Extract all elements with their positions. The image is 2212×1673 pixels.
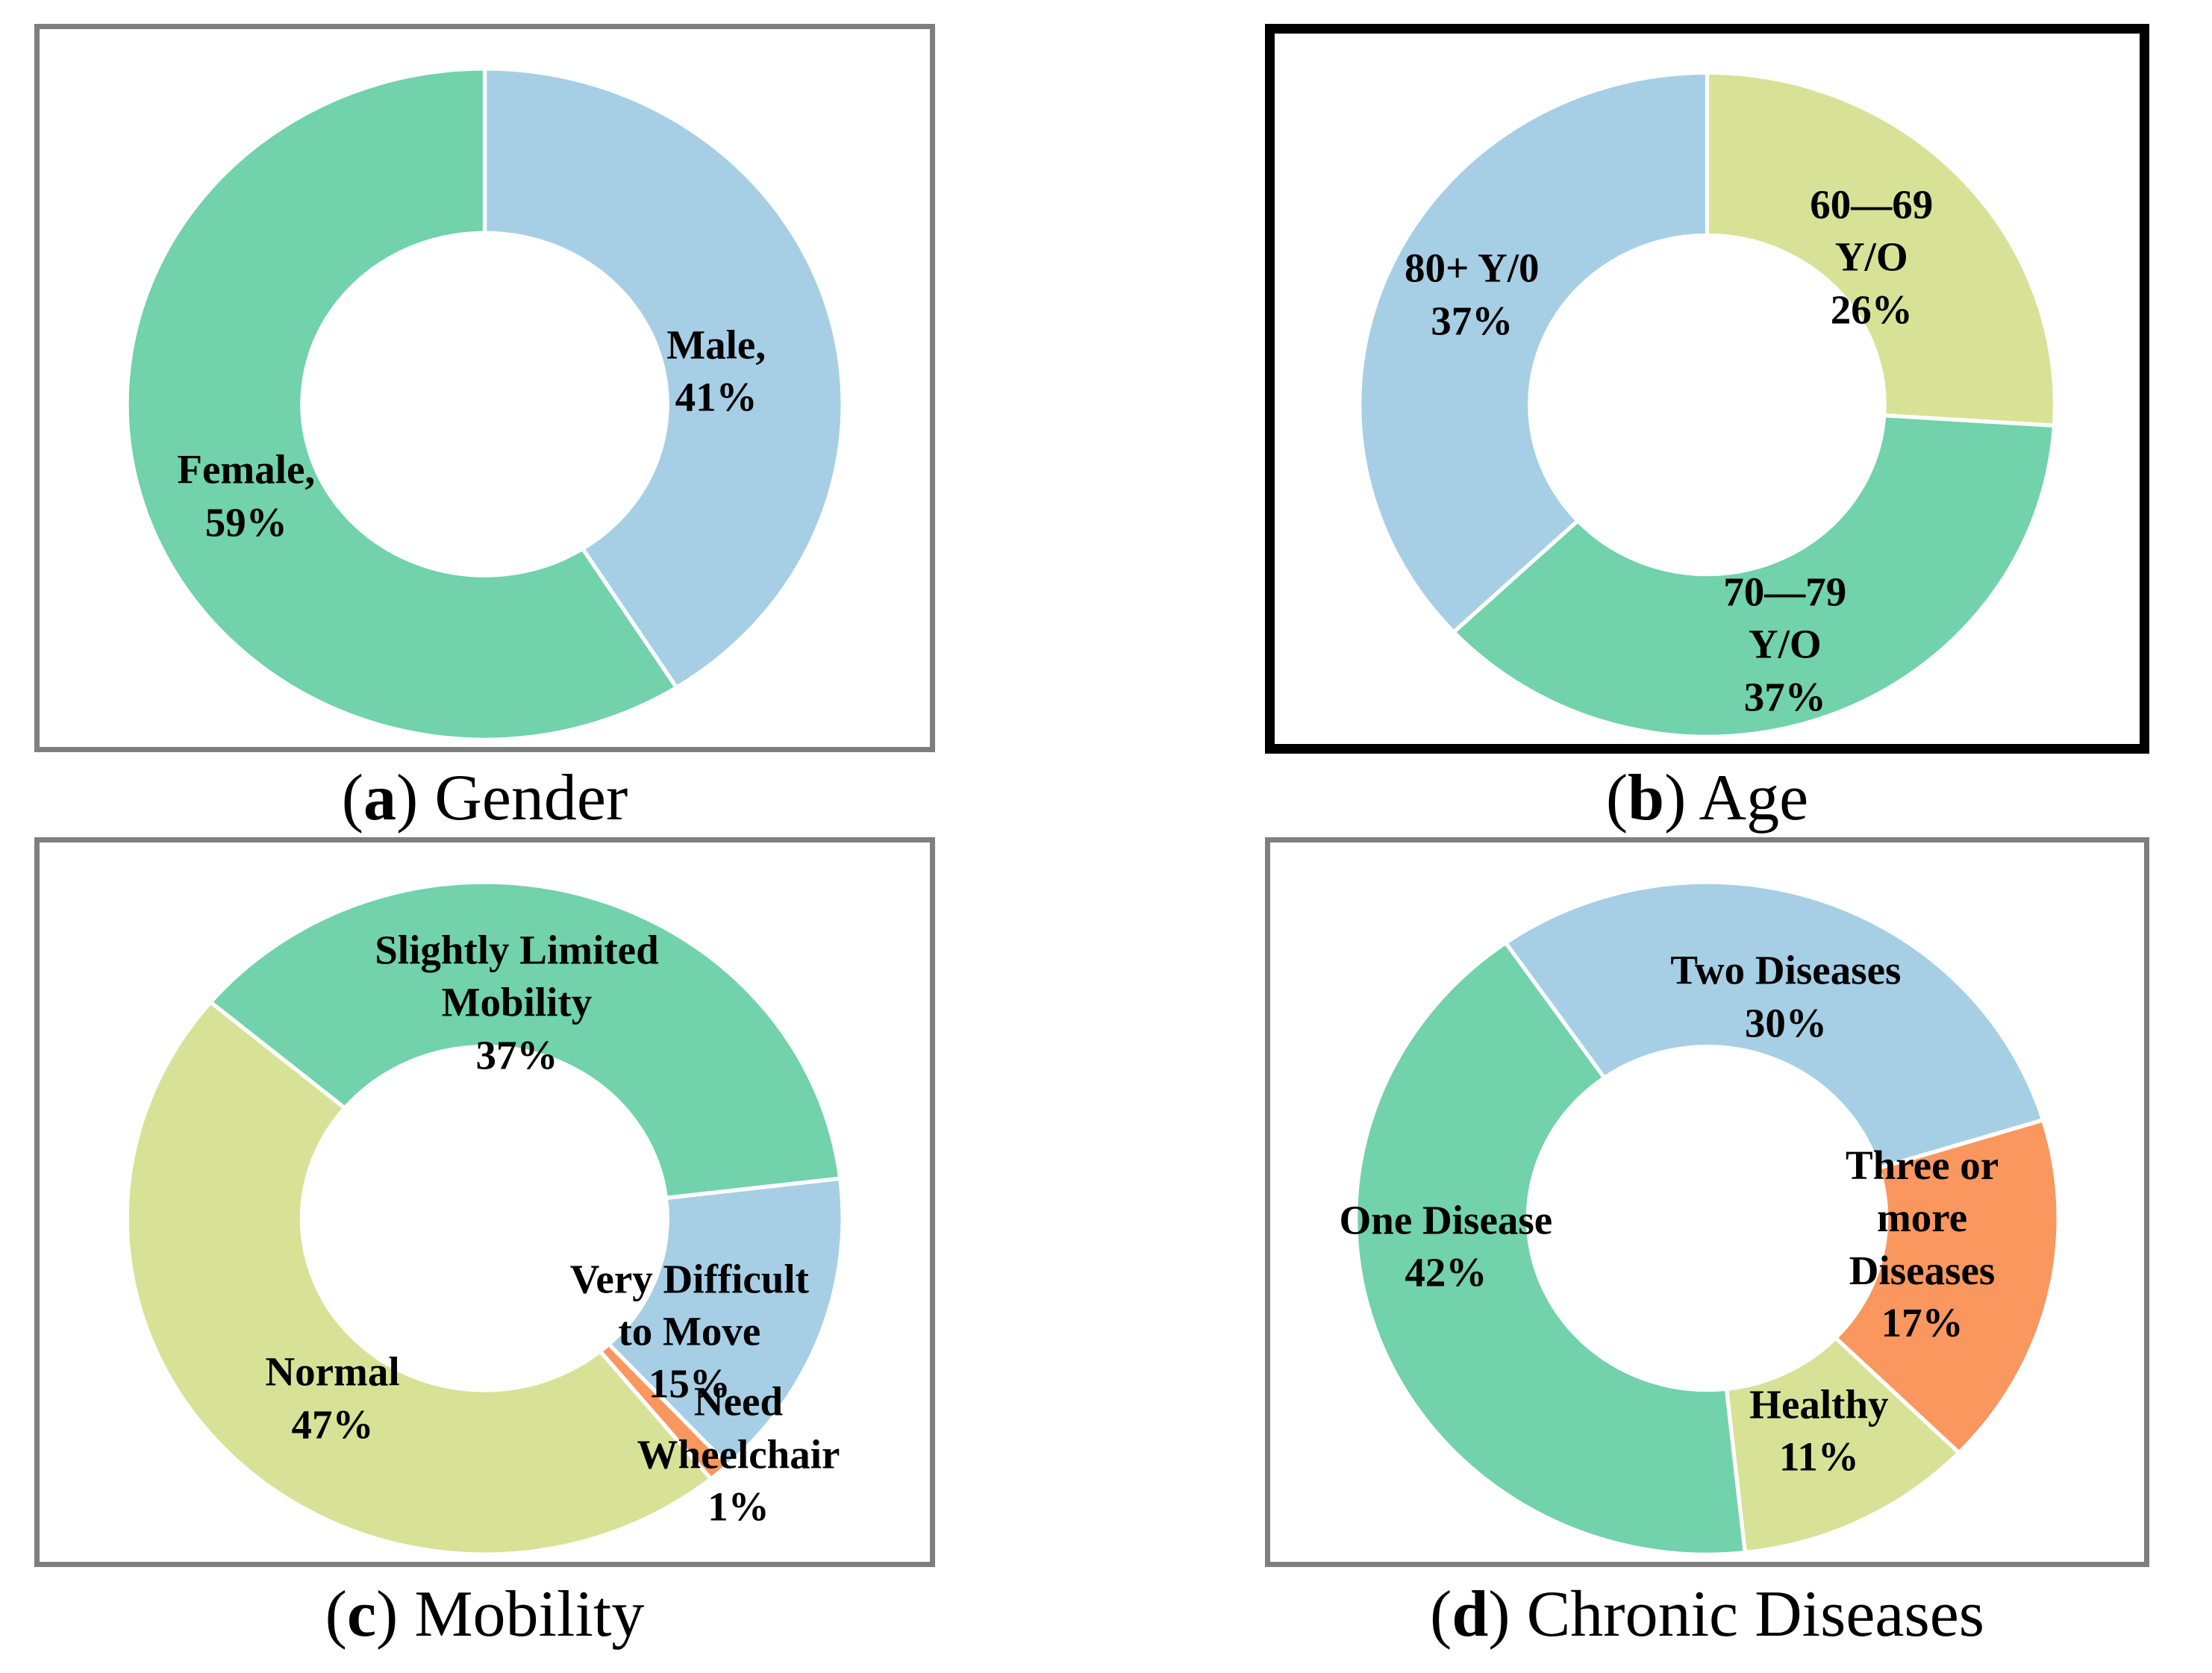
pie-slice-age-70-79-y-o — [1452, 413, 2057, 739]
pie-slice-gender-male — [482, 66, 845, 690]
pie-slice-mobility-normal — [125, 1000, 713, 1557]
caption-chronic-diseases-title: Chronic Diseases — [1526, 1578, 1984, 1651]
caption-gender-letter: a — [363, 762, 396, 834]
caption-chronic-diseases-close: ) — [1488, 1578, 1527, 1651]
caption-chronic-diseases: (d) Chronic Diseases — [1265, 1578, 2149, 1651]
gender-donut-chart — [125, 66, 845, 742]
chronic-diseases-donut-chart — [1354, 880, 2061, 1557]
caption-chronic-diseases-letter: d — [1452, 1578, 1489, 1651]
caption-age: (b) Age — [1265, 762, 2149, 835]
caption-mobility: (c) Mobility — [34, 1578, 935, 1651]
pie-slice-chronic-diseases-healthy — [1724, 1336, 1961, 1555]
pie-slice-chronic-diseases-three-or-more-diseases — [1834, 1118, 2061, 1455]
caption-gender-open: ( — [341, 762, 363, 834]
panel-chronic-diseases: Two Diseases 30% Three or more Diseases 1… — [1265, 837, 2149, 1567]
caption-mobility-open: ( — [325, 1578, 347, 1651]
panel-age: 60—69 Y/O 26% 70—79 Y/O 37% 80+ Y/0 37% — [1265, 24, 2149, 754]
pie-slice-mobility-very-difficult-to-move — [607, 1176, 845, 1468]
pie-slice-age-60-69-y-o — [1705, 70, 2057, 428]
caption-age-open: ( — [1605, 762, 1628, 834]
pie-slice-mobility-slightly-limited-mobility — [208, 880, 843, 1201]
pie-slice-chronic-diseases-two-diseases — [1503, 880, 2046, 1171]
caption-mobility-title: Mobility — [414, 1578, 645, 1651]
caption-gender: (a) Gender — [34, 762, 935, 835]
caption-mobility-close: ) — [376, 1578, 415, 1651]
caption-chronic-diseases-open: ( — [1430, 1578, 1452, 1651]
caption-mobility-letter: c — [346, 1578, 376, 1651]
caption-gender-close: ) — [396, 762, 435, 834]
caption-gender-title: Gender — [434, 762, 628, 834]
age-donut-chart — [1357, 70, 2057, 739]
caption-age-letter: b — [1628, 762, 1665, 834]
caption-age-close: ) — [1664, 762, 1699, 834]
mobility-donut-chart — [125, 880, 845, 1557]
panel-gender: Male, 41% Female, 59% — [34, 24, 935, 752]
pie-slice-gender-female — [125, 66, 679, 742]
pie-slice-chronic-diseases-one-disease — [1354, 940, 1747, 1557]
caption-age-title: Age — [1699, 762, 1809, 834]
pie-slice-age-80-y-0 — [1357, 70, 1710, 634]
panel-mobility: Slightly Limited Mobility 37% Very Diffic… — [34, 837, 935, 1567]
